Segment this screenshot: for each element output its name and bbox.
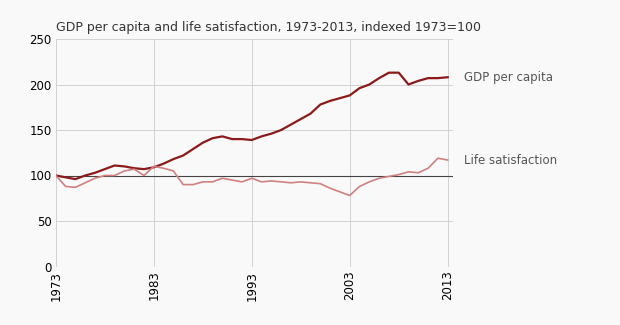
Text: Life satisfaction: Life satisfaction [464,153,557,166]
Text: GDP per capita and life satisfaction, 1973-2013, indexed 1973=100: GDP per capita and life satisfaction, 19… [56,21,481,34]
Text: GDP per capita: GDP per capita [464,71,552,84]
